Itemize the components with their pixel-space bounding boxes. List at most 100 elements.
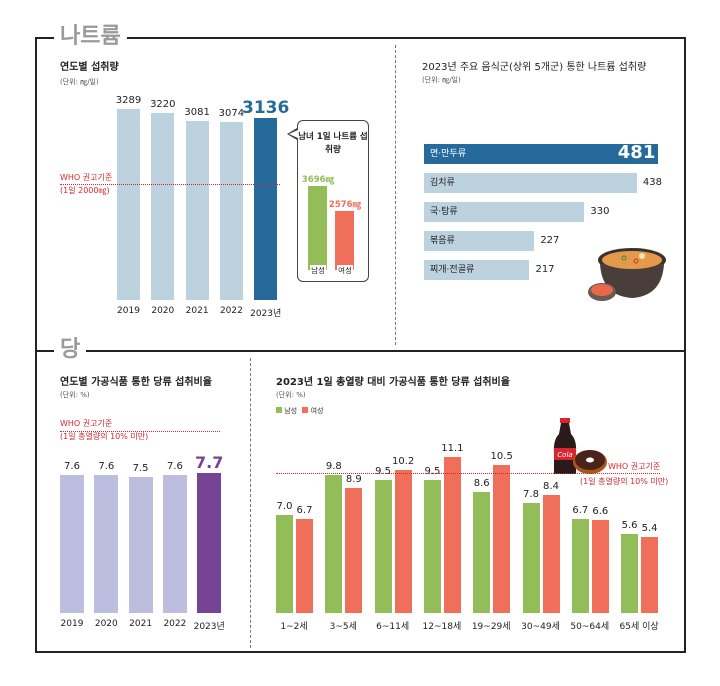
x-tick-label: 2022	[219, 306, 243, 316]
x-tick-label: 2020	[94, 619, 118, 629]
data-label: 3081	[184, 107, 210, 119]
x-tick-label: 6~11세	[376, 622, 410, 632]
stew-bowl-icon	[588, 248, 666, 301]
x-tick-label: 65세 이상	[619, 622, 659, 632]
x-tick-label: 2023년	[193, 622, 225, 632]
x-tick-label: 3~5세	[329, 622, 357, 632]
bar	[641, 537, 659, 613]
section-title-sugar: 당	[54, 338, 87, 362]
bar	[424, 202, 585, 222]
frame-left	[35, 37, 37, 653]
frame-right	[684, 37, 686, 653]
bar	[296, 518, 313, 613]
bar	[325, 475, 343, 613]
x-tick-label: 2019	[60, 619, 84, 629]
reference-label: WHO 권고기준	[60, 173, 113, 182]
bar	[571, 518, 589, 613]
data-label: 227	[540, 235, 560, 246]
bar	[185, 121, 209, 300]
bar	[374, 479, 392, 613]
reference-sublabel: (1일 총열량의 10% 미만)	[60, 432, 149, 441]
bar	[542, 494, 560, 613]
legend: 남성 여성	[276, 406, 323, 416]
bar	[276, 514, 293, 613]
bar	[117, 109, 140, 300]
bar	[493, 465, 511, 613]
reference-line	[60, 184, 280, 185]
bar	[254, 118, 278, 300]
data-label: 6.6	[592, 506, 609, 518]
bar	[423, 479, 441, 613]
x-tick-label: 50~64세	[570, 622, 610, 632]
legend-swatch-male	[276, 407, 282, 413]
data-label: 330	[590, 206, 610, 217]
data-label: 438	[642, 177, 662, 188]
data-label: 7.5	[132, 462, 149, 474]
x-tick-label: 2020	[151, 306, 175, 316]
reference-line	[60, 431, 220, 432]
bar	[424, 144, 658, 164]
data-label: 10.2	[391, 455, 415, 467]
x-tick-label: 남성	[310, 265, 326, 276]
legend-label-male: 남성	[284, 407, 298, 415]
bar	[128, 476, 153, 613]
bar	[335, 211, 354, 270]
bar-label: 김치류	[430, 178, 455, 188]
section-title-sodium: 나트륨	[54, 25, 127, 49]
chart-title: 2023년 주요 음식군(상위 5개군) 통한 나트륨 섭취량	[422, 62, 647, 73]
data-label: 8.9	[345, 473, 362, 485]
data-label: 9.5	[375, 465, 392, 477]
bar-label: 찌개·전골류	[430, 265, 475, 275]
chart-title: 연도별 섭취량	[60, 62, 119, 73]
x-tick-label: 2022	[163, 619, 187, 629]
data-label: 8.6	[473, 478, 490, 490]
bar	[473, 492, 491, 613]
x-tick-label: 2019	[117, 306, 140, 316]
cola-label: Cola	[557, 451, 572, 459]
data-label: 5.4	[641, 523, 658, 535]
data-label: 7.6	[98, 460, 115, 472]
data-label: 11.1	[441, 443, 464, 455]
bar	[591, 520, 609, 613]
bar	[94, 474, 119, 613]
bar	[219, 121, 243, 300]
x-tick-label: 2021	[129, 619, 153, 629]
bar	[621, 534, 639, 613]
data-label: 8.4	[543, 480, 559, 492]
divider	[250, 358, 251, 648]
x-tick-label: 30~49세	[521, 622, 560, 632]
x-tick-label: 12~18세	[422, 622, 462, 632]
frame-middle	[35, 350, 685, 352]
chart-unit: (단위: %)	[276, 391, 306, 399]
callout-title: 남녀 1일 나트륨 섭취량	[298, 132, 368, 155]
cola-bottle-icon: Cola	[553, 418, 607, 474]
data-label: 217	[535, 264, 555, 275]
reference-sublabel: (1일 총열량의 10% 미만)	[580, 477, 669, 486]
frame-top	[35, 37, 685, 39]
data-label: 5.6	[621, 520, 638, 532]
x-tick-label: 19~29세	[471, 622, 511, 632]
bar	[424, 231, 535, 251]
bar-label: 볶음류	[430, 236, 455, 246]
bar	[60, 474, 84, 613]
bar-label: 면·만두류	[430, 149, 466, 159]
x-tick-label: 2023년	[250, 309, 282, 319]
data-label: 3136	[242, 98, 290, 119]
data-label: 3696㎎	[301, 174, 335, 185]
data-label: 3289	[115, 95, 142, 107]
data-label: 7.6	[64, 460, 80, 472]
divider	[395, 45, 396, 345]
data-label: 10.5	[490, 451, 513, 463]
x-tick-label: 여성	[337, 265, 353, 276]
chart-unit: (단위: ㎎/일)	[60, 78, 99, 86]
reference-sublabel: (1일 2000㎎)	[60, 186, 110, 195]
legend-label-female: 여성	[310, 407, 324, 415]
data-label: 7.0	[276, 500, 293, 512]
bar	[162, 474, 187, 613]
data-label: 7.8	[523, 489, 539, 501]
data-label: 7.7	[195, 452, 224, 472]
bar	[443, 457, 461, 613]
chart-unit: (단위: ㎎/일)	[422, 76, 461, 84]
data-label: 9.5	[424, 465, 441, 477]
